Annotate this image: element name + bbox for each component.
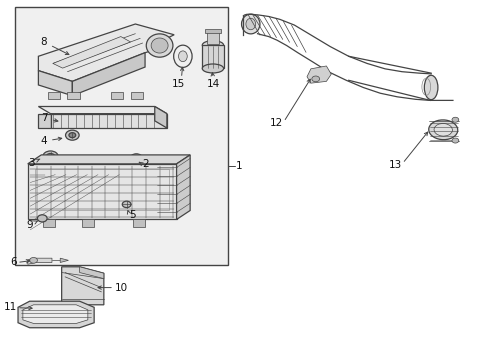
Polygon shape — [43, 220, 55, 226]
Ellipse shape — [202, 64, 223, 73]
Text: 1: 1 — [236, 161, 243, 171]
Polygon shape — [79, 267, 104, 279]
Polygon shape — [28, 155, 190, 164]
Polygon shape — [111, 92, 123, 99]
Circle shape — [122, 201, 131, 208]
Circle shape — [43, 151, 58, 162]
Text: 3: 3 — [28, 158, 40, 168]
Ellipse shape — [424, 75, 438, 100]
Bar — [205, 29, 221, 33]
Polygon shape — [130, 92, 143, 99]
Circle shape — [130, 154, 143, 163]
Text: 7: 7 — [42, 113, 58, 123]
Text: 8: 8 — [41, 37, 69, 55]
Text: 15: 15 — [172, 79, 185, 89]
Text: 5: 5 — [129, 210, 136, 220]
Polygon shape — [82, 220, 94, 226]
Ellipse shape — [246, 18, 256, 30]
Ellipse shape — [429, 120, 458, 140]
Polygon shape — [28, 258, 52, 264]
Polygon shape — [48, 92, 60, 99]
Bar — [207, 32, 219, 44]
Text: 11: 11 — [3, 302, 17, 312]
Text: 9: 9 — [26, 220, 38, 230]
Polygon shape — [60, 258, 69, 262]
Ellipse shape — [151, 38, 168, 53]
Polygon shape — [23, 305, 88, 323]
Text: 13: 13 — [389, 160, 402, 170]
Polygon shape — [133, 220, 145, 226]
Circle shape — [452, 117, 459, 122]
Polygon shape — [50, 114, 167, 128]
Text: 6: 6 — [10, 257, 17, 267]
Polygon shape — [307, 66, 331, 83]
Polygon shape — [38, 71, 73, 96]
Text: 2: 2 — [143, 159, 149, 169]
Ellipse shape — [178, 51, 187, 62]
Circle shape — [133, 156, 140, 161]
Polygon shape — [155, 107, 167, 128]
Text: 12: 12 — [270, 118, 283, 128]
Polygon shape — [38, 107, 167, 114]
Circle shape — [30, 257, 37, 263]
Text: 10: 10 — [115, 283, 128, 293]
Polygon shape — [62, 267, 104, 305]
Polygon shape — [176, 155, 190, 220]
Polygon shape — [28, 164, 176, 220]
Circle shape — [37, 215, 47, 222]
Polygon shape — [73, 53, 145, 96]
Bar — [202, 45, 223, 68]
Bar — [15, 7, 228, 265]
Polygon shape — [38, 24, 174, 81]
Polygon shape — [68, 92, 79, 99]
Ellipse shape — [147, 34, 173, 57]
Text: 4: 4 — [41, 136, 62, 146]
Polygon shape — [53, 37, 130, 68]
Text: 14: 14 — [206, 79, 220, 89]
Ellipse shape — [202, 41, 223, 50]
Ellipse shape — [434, 123, 452, 136]
Circle shape — [69, 133, 76, 138]
Ellipse shape — [173, 45, 192, 67]
Circle shape — [46, 153, 55, 160]
Circle shape — [452, 138, 459, 143]
Polygon shape — [38, 114, 50, 128]
Circle shape — [66, 130, 79, 140]
Ellipse shape — [242, 14, 260, 34]
Circle shape — [312, 76, 319, 82]
Polygon shape — [18, 301, 94, 328]
